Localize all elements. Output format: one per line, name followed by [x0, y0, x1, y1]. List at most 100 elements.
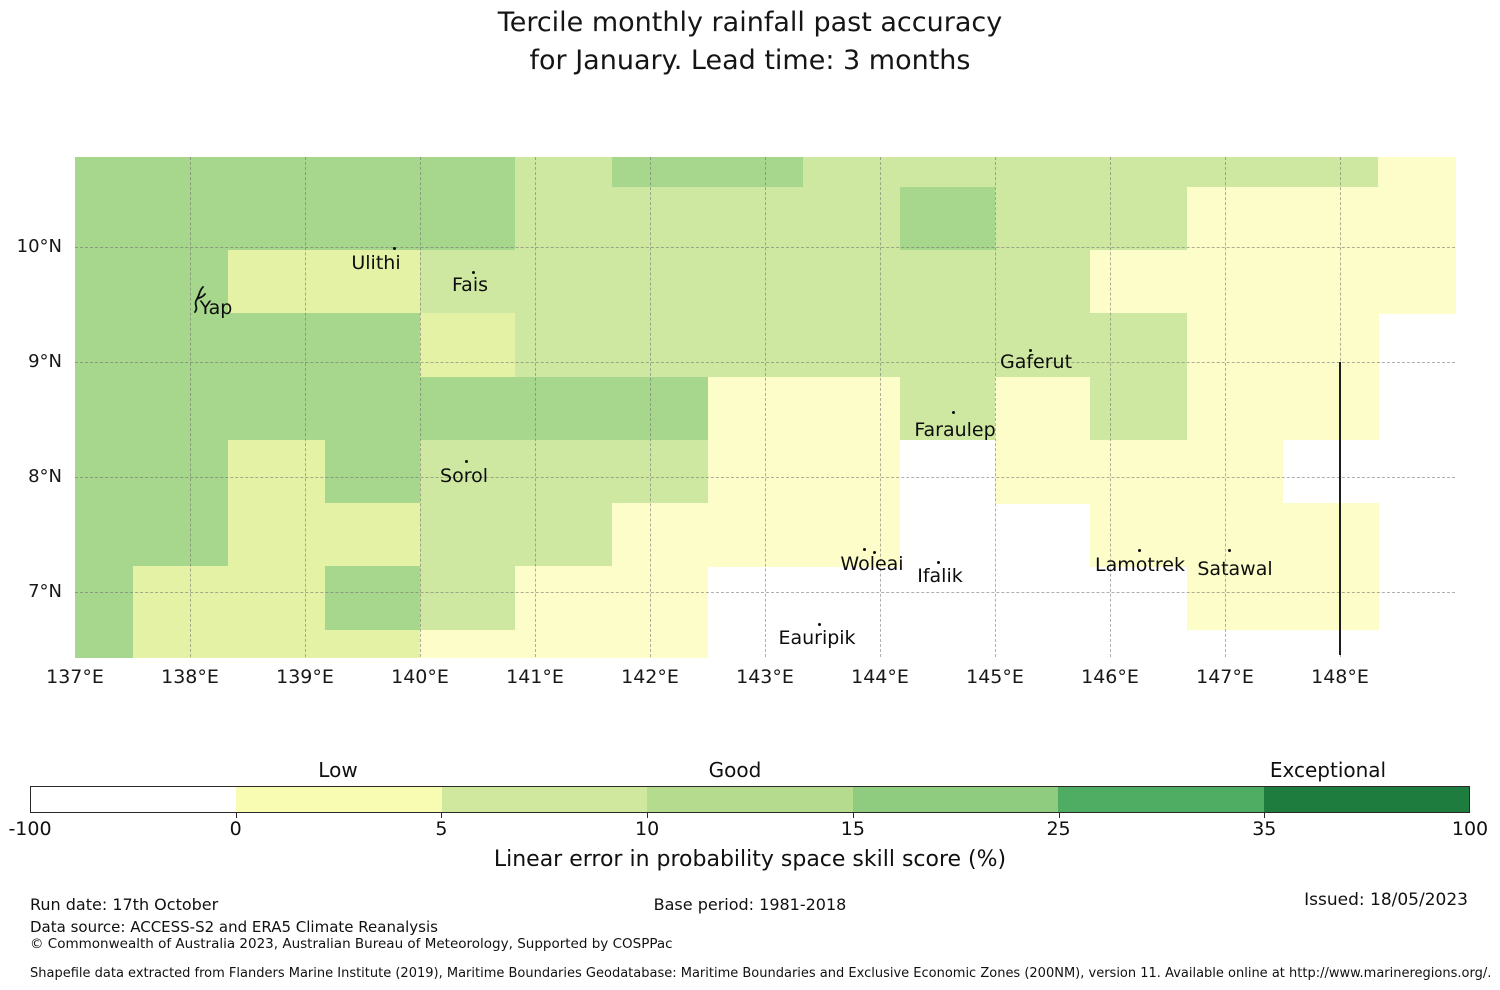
x-axis-tick-label: 146°E [1081, 666, 1139, 688]
grid-cell [132, 186, 229, 251]
grid-cell [1282, 566, 1379, 631]
grid-cell [324, 376, 421, 441]
grid-cell [1187, 313, 1284, 378]
grid-cell [420, 566, 517, 631]
grid-cell [227, 439, 326, 504]
grid-cell [227, 503, 326, 567]
grid-cell [420, 250, 517, 314]
grid-cell [420, 376, 517, 441]
grid-cell [802, 250, 901, 314]
grid-cell [515, 566, 613, 631]
island-marker-dot [392, 246, 396, 250]
colorbar-tick-mark [1058, 813, 1060, 818]
colorbar-segment [852, 787, 1059, 812]
longitude-gridline [880, 157, 881, 658]
grid-cell [707, 250, 804, 314]
grid-cell [1090, 376, 1188, 441]
grid-cell [75, 629, 134, 658]
grid-cell [1187, 566, 1284, 631]
colorbar [30, 786, 1470, 813]
grid-cell [132, 250, 229, 314]
grid-cell [707, 313, 804, 378]
grid-cell [707, 186, 804, 251]
colorbar-tick-mark [1264, 813, 1266, 818]
grid-cell [612, 313, 709, 378]
colorbar-tick-label: 10 [635, 818, 660, 840]
grid-cell [995, 439, 1092, 504]
grid-cell [75, 186, 134, 251]
x-axis-tick-label: 138°E [161, 666, 219, 688]
colorbar-category-label: Good [708, 758, 762, 782]
island-marker-dot [1137, 548, 1141, 552]
island-marker-dot [1227, 548, 1231, 552]
island-marker-dot [872, 550, 876, 554]
x-axis-tick-label: 137°E [46, 666, 104, 688]
grid-cell [612, 439, 709, 504]
grid-cell [75, 439, 134, 504]
grid-cell [75, 313, 134, 378]
x-axis-tick-label: 140°E [391, 666, 449, 688]
grid-cell [227, 186, 326, 251]
grid-cell [420, 439, 517, 504]
grid-cell [899, 376, 996, 441]
shapefile-attribution-text: Shapefile data extracted from Flanders M… [30, 966, 1492, 981]
island-marker-dot [464, 459, 468, 463]
yap-island-outline [190, 286, 214, 318]
grid-cell [324, 503, 421, 567]
grid-cell [75, 503, 134, 567]
x-axis-tick-label: 145°E [966, 666, 1024, 688]
y-axis-tick-label: 10°N [16, 235, 62, 257]
grid-cell [132, 376, 229, 441]
latitude-gridline [75, 476, 1455, 478]
latitude-gridline [75, 246, 1455, 248]
grid-cell [899, 157, 996, 188]
grid-cell [324, 439, 421, 504]
grid-cell [1377, 250, 1456, 314]
x-axis-tick-label: 144°E [851, 666, 909, 688]
island-marker-dot [471, 270, 475, 274]
island-label: Gaferut [999, 351, 1073, 373]
grid-cell [995, 250, 1092, 314]
colorbar-tick-label: 35 [1252, 818, 1277, 840]
grid-cell [802, 503, 901, 567]
island-marker-dot [1028, 348, 1032, 352]
y-axis-tick-label: 7°N [28, 580, 62, 602]
grid-cell [707, 157, 804, 188]
chart-title-line1: Tercile monthly rainfall past accuracy [497, 7, 1003, 38]
run-date-text: Run date: 17th October [30, 895, 219, 914]
grid-cell [227, 566, 326, 631]
grid-cell [1377, 157, 1456, 188]
grid-cell [1187, 250, 1284, 314]
longitude-gridline [535, 157, 536, 658]
grid-cell [612, 566, 709, 631]
colorbar-category-label: Exceptional [1269, 758, 1387, 782]
island-label: Satawal [1197, 558, 1273, 580]
longitude-gridline [305, 157, 306, 658]
x-axis-tick-label: 143°E [736, 666, 794, 688]
eez-boundary-line [1339, 361, 1341, 655]
grid-cell [132, 503, 229, 567]
colorbar-tick-label: 0 [229, 818, 242, 840]
grid-cell [515, 629, 613, 658]
grid-cell [707, 503, 804, 567]
grid-cell [1187, 376, 1284, 441]
grid-cell [1090, 157, 1188, 188]
colorbar-tick-label: 15 [840, 818, 865, 840]
grid-cell [132, 629, 229, 658]
grid-cell [1282, 376, 1379, 441]
grid-cell [324, 629, 421, 658]
grid-cell [132, 439, 229, 504]
island-label: Sorol [440, 465, 488, 487]
grid-cell [995, 157, 1092, 188]
grid-cell [1090, 503, 1188, 567]
copyright-text: © Commonwealth of Australia 2023, Austra… [30, 936, 673, 952]
island-marker-dot [951, 410, 955, 414]
grid-cell [899, 250, 996, 314]
grid-cell [75, 376, 134, 441]
grid-cell [227, 629, 326, 658]
longitude-gridline [1225, 157, 1226, 658]
y-axis-tick-label: 9°N [28, 350, 62, 372]
x-axis-tick-label: 141°E [506, 666, 564, 688]
grid-cell [1282, 313, 1379, 378]
grid-cell [324, 566, 421, 631]
